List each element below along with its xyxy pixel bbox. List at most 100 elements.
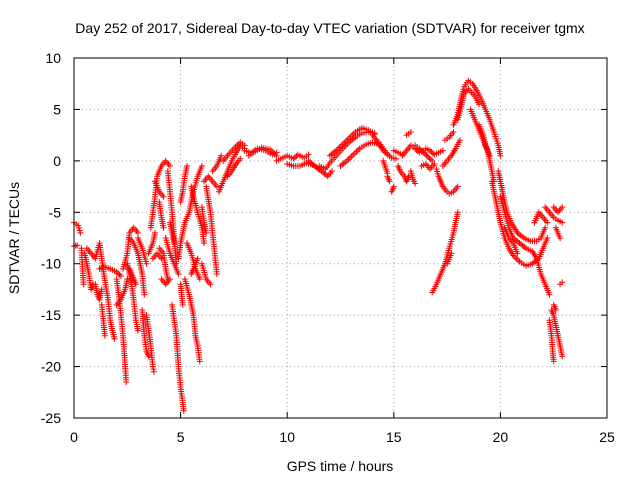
- data-point: [439, 147, 446, 154]
- y-tick-label: 10: [45, 50, 61, 66]
- data-point: [559, 204, 566, 211]
- y-tick-label: 0: [53, 153, 61, 169]
- data-point: [117, 273, 124, 280]
- data-point: [407, 129, 414, 136]
- data-point: [427, 156, 434, 163]
- data-point: [145, 353, 152, 360]
- data-point: [423, 152, 430, 159]
- data-point: [552, 307, 559, 313]
- data-point: [111, 335, 118, 342]
- data-point: [166, 276, 173, 283]
- data-point: [180, 407, 187, 414]
- data-point: [98, 286, 105, 293]
- data-point: [160, 193, 167, 200]
- x-tick-label: 5: [177, 429, 185, 445]
- data-point: [550, 358, 557, 365]
- data-point: [123, 379, 130, 385]
- data-point: [450, 129, 457, 136]
- data-point: [183, 163, 190, 169]
- chart-title: Day 252 of 2017, Sidereal Day-to-day VTE…: [75, 20, 584, 36]
- x-tick-label: 0: [70, 429, 78, 445]
- data-point: [557, 235, 564, 241]
- data-point: [386, 178, 393, 185]
- data-point: [150, 368, 157, 375]
- data-point: [149, 363, 156, 370]
- data-point: [420, 149, 427, 156]
- plot-frame: [73, 57, 608, 419]
- y-tick-label: 5: [53, 101, 61, 117]
- data-point: [405, 173, 412, 180]
- data-point: [101, 332, 108, 339]
- data-point: [213, 271, 220, 277]
- data-point: [237, 155, 244, 162]
- data-point: [116, 271, 123, 278]
- data-point: [305, 151, 312, 158]
- data-point: [544, 235, 551, 241]
- data-point: [175, 271, 182, 277]
- y-axis-label: SDTVAR / TECUs: [6, 182, 22, 294]
- data-point: [419, 148, 426, 155]
- data-point: [160, 224, 167, 231]
- data-point: [134, 327, 141, 334]
- y-tick-label: -10: [41, 256, 61, 272]
- data-point: [207, 281, 214, 288]
- data-point: [448, 250, 455, 257]
- data-point: [427, 147, 434, 154]
- data-point: [292, 154, 299, 161]
- data-point: [241, 142, 248, 149]
- y-tick-label: -15: [41, 307, 61, 323]
- data-point: [476, 101, 483, 108]
- data-point: [166, 163, 173, 169]
- data-point: [213, 183, 220, 190]
- data-point: [141, 291, 148, 298]
- x-tick-label: 25: [599, 429, 615, 445]
- data-point: [416, 145, 423, 152]
- data-point: [198, 163, 205, 169]
- y-tick-label: -5: [49, 204, 62, 220]
- x-tick-label: 10: [279, 429, 295, 445]
- tick-labels: 0 5 10 15 20 25 -25 -20 -15 -10 -5 0 5 10: [41, 50, 615, 445]
- data-point: [74, 242, 81, 249]
- data-point: [424, 153, 431, 160]
- data-point: [486, 152, 493, 159]
- data-point: [417, 146, 424, 153]
- data-point: [390, 183, 397, 190]
- data-point: [201, 240, 208, 247]
- data-point: [171, 240, 178, 247]
- data-point: [77, 229, 84, 236]
- data-point: [514, 250, 521, 257]
- data-point: [218, 152, 225, 159]
- data-point: [542, 224, 549, 231]
- data-point: [143, 260, 150, 267]
- data-point: [431, 160, 438, 167]
- data-point: [194, 255, 201, 262]
- data-point: [179, 301, 186, 308]
- data-point: [497, 152, 504, 159]
- data-point: [273, 152, 280, 159]
- x-tick-label: 15: [386, 429, 402, 445]
- data-point: [428, 148, 435, 155]
- data-point: [454, 183, 461, 190]
- data-point: [132, 281, 139, 288]
- data-marks: [71, 77, 566, 414]
- data-point: [429, 157, 436, 164]
- x-axis-label: GPS time / hours: [287, 458, 394, 474]
- data-point: [456, 137, 463, 144]
- data-point: [544, 219, 551, 226]
- data-point: [546, 291, 553, 298]
- data-point: [150, 366, 157, 373]
- data-point: [412, 180, 419, 187]
- data-point: [134, 229, 141, 236]
- y-tick-label: -20: [41, 359, 61, 375]
- data-point: [152, 229, 159, 236]
- data-point: [196, 358, 203, 365]
- data-point: [559, 219, 566, 226]
- data-point: [559, 279, 566, 286]
- data-point: [124, 276, 131, 283]
- data-point: [203, 229, 210, 236]
- data-point: [328, 168, 335, 175]
- x-tick-label: 20: [493, 429, 509, 445]
- data-point: [422, 151, 429, 157]
